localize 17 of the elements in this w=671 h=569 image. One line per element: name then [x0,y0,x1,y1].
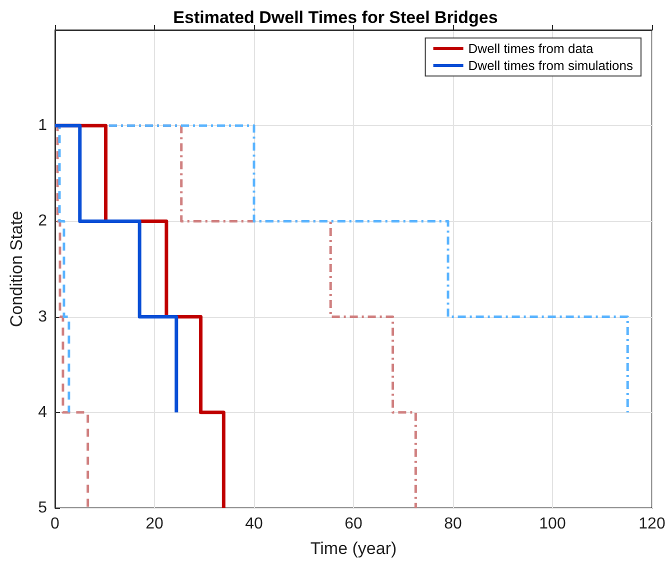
legend-label: Dwell times from simulations [468,58,634,73]
chart-title: Estimated Dwell Times for Steel Bridges [173,8,498,27]
x-tick-label: 60 [344,516,362,532]
x-tick-label: 80 [444,516,462,532]
y-tick-label: 2 [38,212,48,230]
x-tick-label: 40 [245,516,263,532]
x-tick-label: 0 [50,516,60,532]
y-tick-label: 4 [38,404,48,421]
y-tick-label: 5 [38,500,48,516]
y-axis-title: Condition State [7,210,26,328]
x-tick-label: 20 [146,516,164,532]
y-tick-label: 3 [38,308,48,326]
x-tick-label: 120 [638,516,666,532]
x-tick-label: 100 [539,516,566,532]
y-tick-label: 1 [38,117,48,134]
legend-label: Dwell times from data [468,41,594,56]
x-axis-title: Time (year) [310,539,397,558]
